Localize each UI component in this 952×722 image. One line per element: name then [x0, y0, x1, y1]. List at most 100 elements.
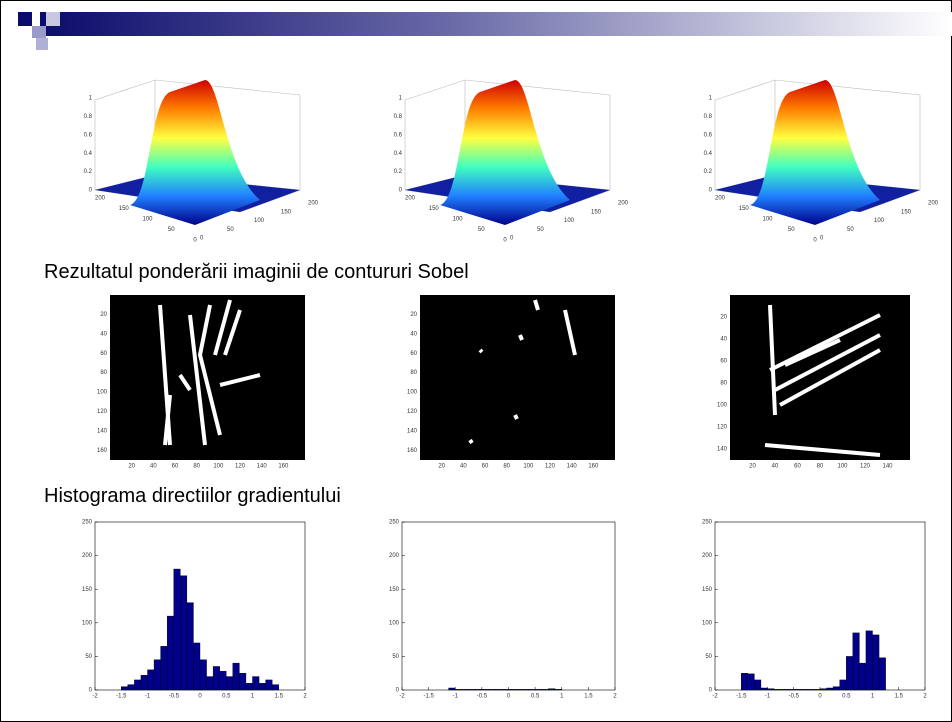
z-tick-label: 0.8	[704, 114, 713, 120]
bar	[873, 635, 880, 690]
bar	[800, 689, 807, 690]
bar	[239, 673, 246, 690]
y-tick-label: 200	[82, 553, 93, 559]
bar	[207, 677, 214, 690]
x-tick-label: -0.5	[169, 694, 180, 700]
bar	[522, 689, 529, 690]
y-tick-label: 80	[410, 370, 417, 376]
bar	[154, 660, 161, 690]
x-tick-label: 160	[278, 464, 289, 470]
bar	[866, 631, 873, 690]
y-tick-label: 150	[389, 587, 400, 593]
y-tick-label: 40	[410, 331, 417, 337]
y-tick-label: 150	[591, 209, 602, 215]
x-tick-label: 80	[817, 464, 824, 470]
heading: Histograma directiilor gradientului	[44, 485, 341, 507]
slide: Rezultatul ponderării imaginii de contur…	[0, 0, 952, 722]
y-tick-label: 200	[308, 201, 319, 207]
bar	[469, 689, 476, 690]
y-tick-label: 50	[392, 654, 399, 660]
y-tick-label: 160	[407, 448, 418, 454]
z-tick-label: 0.4	[84, 151, 93, 157]
header-square	[36, 38, 48, 50]
x-tick-label: -1.5	[736, 694, 747, 700]
z-tick-label: 0.6	[394, 132, 403, 138]
x-tick-label: 60	[482, 464, 489, 470]
bar	[528, 689, 535, 690]
bar	[246, 683, 253, 690]
bar	[233, 663, 240, 690]
bar	[502, 689, 509, 690]
x-tick-label: 100	[142, 217, 153, 223]
x-tick-label: 20	[438, 464, 445, 470]
bar	[161, 646, 168, 690]
bar	[542, 689, 549, 690]
bar	[489, 689, 496, 690]
z-tick-label: 0.6	[704, 132, 713, 138]
y-tick-label: 140	[407, 428, 418, 434]
edge-blob	[520, 335, 522, 340]
y-tick-label: 60	[410, 351, 417, 357]
y-tick-label: 50	[85, 654, 92, 660]
bar	[259, 683, 266, 690]
bar	[781, 689, 788, 690]
edge-blob	[470, 440, 472, 443]
y-tick-label: 200	[702, 553, 713, 559]
z-tick-label: 0.4	[704, 151, 713, 157]
y-tick-label: 80	[720, 381, 727, 387]
x-tick-label: 40	[460, 464, 467, 470]
x-tick-label: 150	[429, 206, 440, 212]
bar	[827, 688, 834, 690]
x-tick-label: 80	[503, 464, 510, 470]
edge-blob	[515, 415, 517, 419]
x-tick-label: -1	[145, 694, 151, 700]
edge-blob	[480, 350, 482, 352]
y-tick-label: 200	[389, 553, 400, 559]
x-tick-label: 100	[837, 464, 848, 470]
header-square	[46, 12, 60, 26]
x-tick-label: 60	[794, 464, 801, 470]
z-tick-label: 0.8	[394, 114, 403, 120]
x-tick-label: 0.5	[531, 694, 540, 700]
bar	[213, 666, 220, 690]
y-tick-label: 50	[705, 654, 712, 660]
x-tick-label: 100	[452, 217, 463, 223]
bar	[148, 670, 155, 690]
y-tick-label: 120	[97, 409, 108, 415]
y-tick-label: 250	[702, 520, 713, 526]
y-tick-label: 100	[874, 218, 885, 224]
bar	[134, 680, 141, 690]
y-tick-label: 60	[720, 359, 727, 365]
y-tick-label: 120	[407, 409, 418, 415]
x-tick-label: -0.5	[477, 694, 488, 700]
bar	[754, 680, 761, 690]
plot-frame	[402, 522, 615, 690]
x-tick-label: 120	[860, 464, 871, 470]
y-tick-label: 150	[281, 209, 292, 215]
x-tick-label: 100	[523, 464, 534, 470]
bar	[761, 688, 768, 690]
bar	[200, 660, 207, 690]
y-tick-label: 200	[928, 201, 939, 207]
z-tick-label: 0.2	[84, 169, 93, 175]
bar	[167, 616, 174, 690]
x-tick-label: 200	[715, 196, 726, 202]
bar	[128, 685, 135, 690]
bar	[548, 689, 555, 690]
bar	[482, 689, 489, 690]
bar	[807, 689, 814, 690]
x-tick-label: 160	[588, 464, 599, 470]
x-tick-label: 20	[749, 464, 756, 470]
bar	[220, 671, 227, 690]
plot-frame	[715, 522, 925, 690]
bar	[787, 689, 794, 690]
bar	[741, 673, 748, 690]
bar	[859, 663, 866, 690]
y-tick-label: 50	[537, 227, 544, 233]
y-tick-label: 150	[82, 587, 93, 593]
x-tick-label: 0.5	[222, 694, 231, 700]
bar	[187, 603, 194, 690]
x-tick-label: 200	[405, 196, 416, 202]
bar	[774, 689, 781, 690]
y-tick-label: 140	[97, 428, 108, 434]
